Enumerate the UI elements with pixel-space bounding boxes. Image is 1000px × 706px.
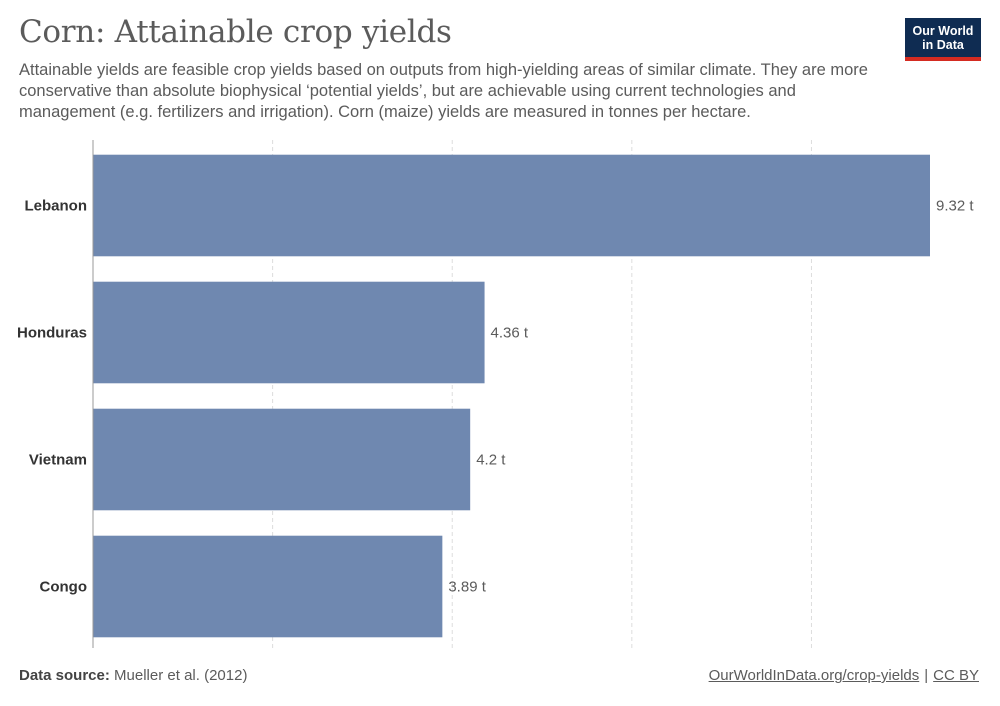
value-label-honduras: 4.36 t: [491, 325, 529, 342]
data-source-label: Data source:: [19, 667, 110, 684]
data-source: Data source: Mueller et al. (2012): [19, 667, 247, 684]
category-label-vietnam: Vietnam: [29, 452, 87, 469]
footer-separator: |: [924, 667, 929, 684]
category-label-congo: Congo: [40, 579, 87, 596]
chart-subtitle: Attainable yields are feasible crop yiel…: [19, 61, 868, 121]
bar-vietnam: [93, 408, 471, 511]
bar-lebanon: [93, 154, 930, 257]
license-link[interactable]: CC BY: [933, 667, 979, 684]
crop-yields-link[interactable]: OurWorldInData.org/crop-yields: [708, 667, 920, 684]
logo-line-2: in Data: [922, 38, 964, 52]
bar-congo: [93, 535, 443, 638]
value-label-lebanon: 9.32 t: [936, 198, 974, 215]
value-label-vietnam: 4.2 t: [476, 452, 506, 469]
owid-logo[interactable]: Our World in Data: [905, 18, 981, 61]
logo-line-1: Our World: [912, 24, 974, 38]
category-label-lebanon: Lebanon: [25, 198, 88, 215]
category-label-honduras: Honduras: [17, 325, 87, 342]
footer-links: OurWorldInData.org/crop-yields | CC BY: [709, 667, 979, 684]
chart-title: Corn: Attainable crop yields: [19, 14, 452, 50]
bar-honduras: [93, 281, 485, 384]
data-source-text: Mueller et al. (2012): [114, 667, 248, 684]
value-label-congo: 3.89 t: [448, 579, 486, 596]
